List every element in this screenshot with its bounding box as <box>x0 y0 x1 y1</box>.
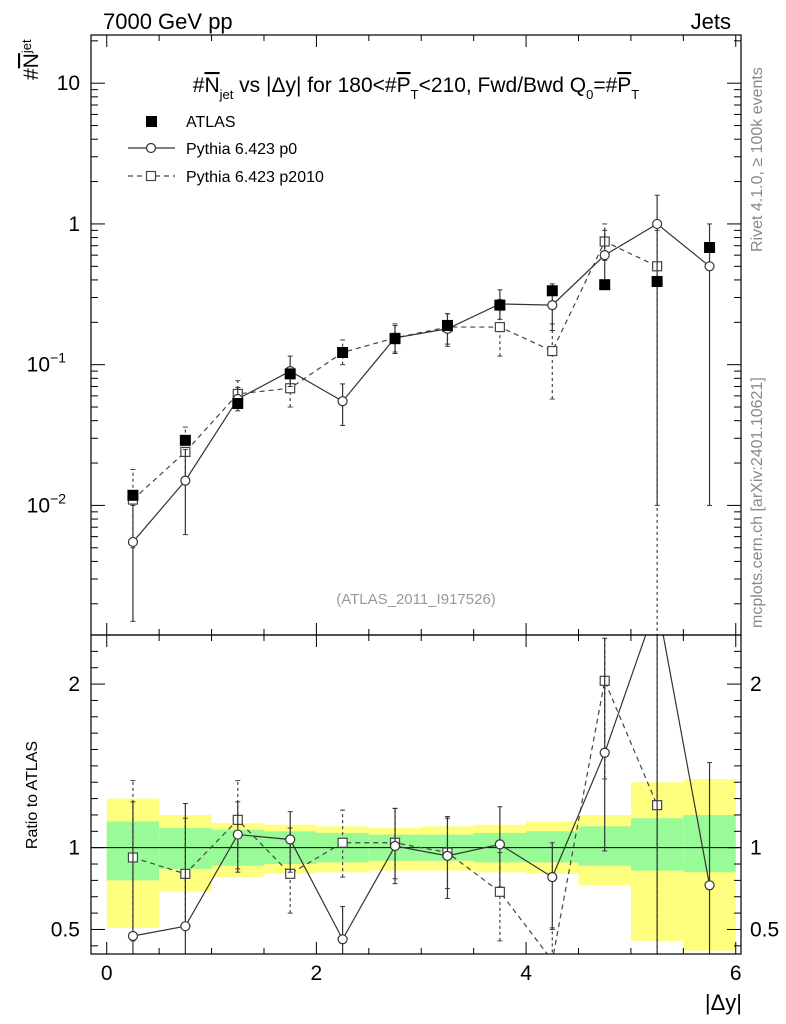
legend-atlas-marker <box>146 116 157 127</box>
legend-p2010-marker <box>145 170 157 182</box>
top-atlas-point-10 <box>651 275 663 287</box>
top-p0-point-9 <box>599 250 610 261</box>
ratio-p0-line <box>132 635 711 941</box>
main-title: #Njet vs |Δy| for 180<#PT<210, Fwd/Bwd Q… <box>193 74 640 102</box>
legend-p0-label: Pythia 6.423 p0 <box>186 141 297 158</box>
x-tick-label-2: 4 <box>520 962 532 985</box>
legend: ATLAS Pythia 6.423 p0 Pythia 6.423 p2010 <box>128 114 324 186</box>
ratio-p0-point-6 <box>442 850 453 861</box>
top-p0-line <box>132 223 710 543</box>
ratio-p0-point-9 <box>599 747 610 758</box>
ybot-tick-label-l-0: 0.5 <box>51 918 80 941</box>
x-tick-label-3: 6 <box>730 962 742 985</box>
ratio-p0-point-7 <box>494 839 505 850</box>
top-p0-point-1 <box>180 475 191 486</box>
ratio-p0-point-8 <box>547 872 558 883</box>
top-atlas-point-7 <box>494 299 506 311</box>
ratio-p0-point-5 <box>389 840 401 852</box>
top-ylabel: #Njet <box>19 39 43 80</box>
ytop-tick-label-2: 1 <box>68 213 80 236</box>
ytop-tick-label-3: 10 <box>57 72 80 95</box>
top-atlas-point-3 <box>284 368 296 380</box>
top-atlas-point-8 <box>546 285 558 297</box>
x-axis-label: |Δy| <box>705 990 742 1015</box>
legend-atlas-label: ATLAS <box>186 114 236 131</box>
ratio-p0-point-1 <box>180 921 191 932</box>
ratio-frame <box>90 634 742 955</box>
top-p0-point-8 <box>547 300 558 311</box>
ybot-tick-label-l-1: 1 <box>68 837 80 860</box>
top-p2010-point-7 <box>494 321 505 333</box>
top-atlas-point-9 <box>599 279 611 291</box>
top-p0-point-10 <box>652 218 663 230</box>
ratio-p0-point-3 <box>285 834 296 845</box>
top-p0-point-11 <box>704 261 715 272</box>
ybot-tick-label-r-1: 1 <box>750 837 762 860</box>
rivet-label: Rivet 4.1.0, ≥ 100k events <box>749 67 766 252</box>
mcplots-label: mcplots.cern.ch [arXiv:2401.10621] <box>749 377 766 628</box>
top-p0-point-0 <box>127 536 139 548</box>
top-atlas-point-6 <box>441 319 453 331</box>
top-atlas-point-4 <box>337 347 349 359</box>
category-label: Jets <box>691 9 731 34</box>
analysis-label: (ATLAS_2011_I917526) <box>336 591 496 608</box>
top-p0-point-4 <box>337 396 348 407</box>
top-atlas-point-0 <box>127 489 139 501</box>
ratio-p0-point-4 <box>337 934 348 945</box>
ratio-p0-point-11 <box>704 880 715 891</box>
top-atlas-point-5 <box>389 333 401 345</box>
ybot-tick-label-l-2: 2 <box>68 673 80 696</box>
ratio-ylabel: Ratio to ATLAS <box>24 741 41 849</box>
x-tick-label-0: 0 <box>101 962 113 985</box>
ytop-tick-label-0: 10−2 <box>27 490 67 517</box>
ratio-p0-point-0 <box>127 930 139 942</box>
ratio-p2010-point-4 <box>337 837 348 848</box>
x-tick-label-1: 2 <box>311 962 323 985</box>
ratio-p2010-point-7 <box>494 886 505 897</box>
ybot-tick-label-r-2: 2 <box>750 673 762 696</box>
legend-p0-marker <box>145 142 157 154</box>
top-atlas-point-1 <box>179 434 191 446</box>
top-atlas-point-2 <box>232 397 244 409</box>
legend-p2010-label: Pythia 6.423 p2010 <box>186 169 324 186</box>
ratio-p0-point-2 <box>232 829 243 840</box>
top-p2010-point-8 <box>547 345 558 357</box>
ratio-p2010-point-8 <box>548 956 557 965</box>
top-atlas-point-11 <box>704 242 716 254</box>
ytop-tick-label-1: 10−1 <box>27 350 67 377</box>
energy-label: 7000 GeV pp <box>103 9 233 34</box>
ybot-tick-label-r-0: 0.5 <box>750 918 779 941</box>
